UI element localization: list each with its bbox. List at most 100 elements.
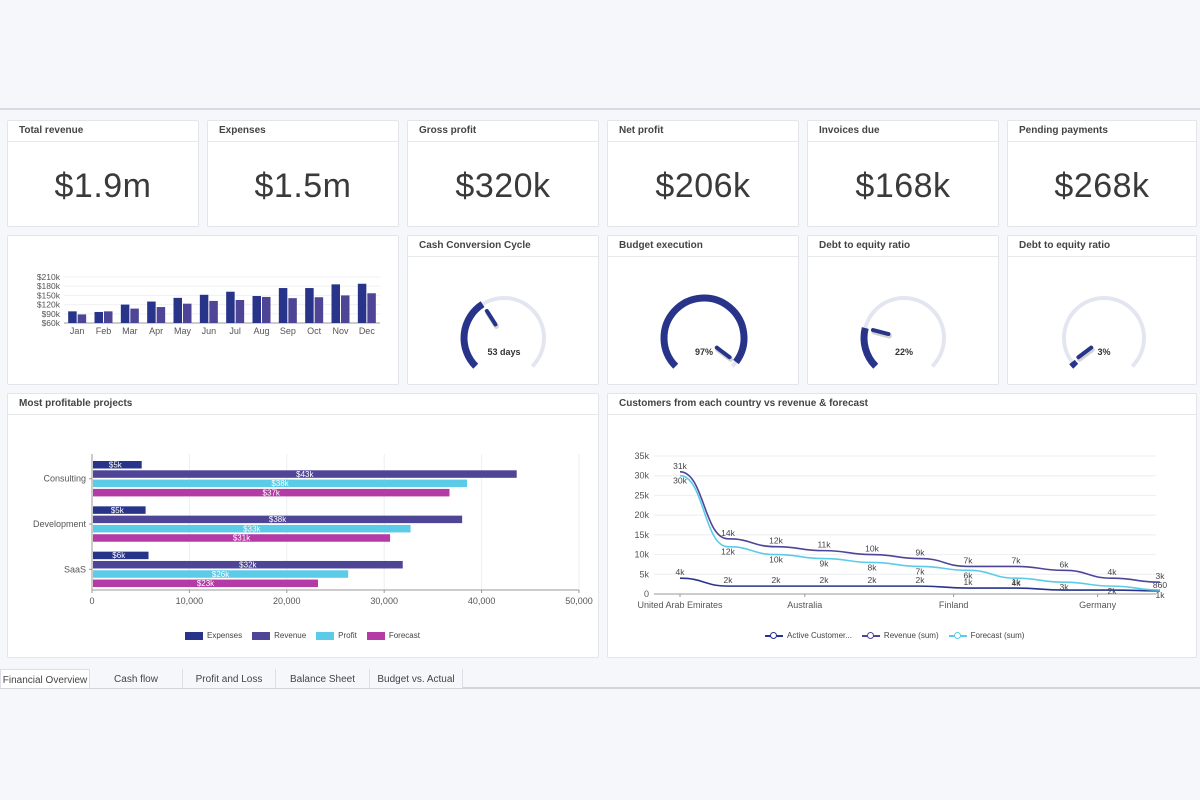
y-tick-label: 5k (639, 569, 649, 579)
bar-data-label: $38k (271, 479, 289, 488)
bar-data-label: $5k (111, 506, 125, 515)
y-tick-label: $210k (37, 272, 61, 282)
x-tick-label: United Arab Emirates (637, 600, 723, 610)
point-data-label: 3k (1060, 582, 1070, 592)
kpi-title: Expenses (208, 121, 398, 142)
bar-revenue (93, 470, 517, 478)
legend-label: Forecast (388, 631, 420, 640)
y-tick-label: Development (33, 519, 87, 529)
bar-expenses (93, 461, 142, 469)
legend-item-forecast[interactable]: Forecast (366, 631, 420, 640)
gauge-card-debt-to-equity: Debt to equity ratio 22% (807, 235, 999, 385)
point-data-label: 11k (817, 540, 831, 550)
bar-profit (93, 524, 411, 533)
series-line-0 (679, 577, 1161, 592)
bar-series-a (252, 296, 261, 323)
top-header-band (0, 0, 1200, 110)
bar-data-label: $38k (269, 515, 287, 524)
y-tick-label: 10k (634, 550, 649, 560)
gauge-card-cash-conversion-cycle: Cash Conversion Cycle 53 days (407, 235, 599, 385)
tab-cash-flow[interactable]: Cash flow (90, 669, 183, 688)
kpi-title: Total revenue (8, 121, 198, 142)
point-data-label: 1k (964, 577, 974, 587)
legend-item-revenue-sum[interactable]: Revenue (sum) (861, 631, 939, 640)
gauge-title: Debt to equity ratio (808, 236, 998, 257)
legend-line-icon (765, 632, 783, 640)
gauge-debt-to-equity-2: 3% (1062, 296, 1146, 369)
kpi-value: $1.5m (254, 167, 352, 205)
y-tick-label: 20k (634, 510, 649, 520)
point-data-label: 2k (916, 575, 926, 585)
gauge-value-label: 53 days (487, 347, 520, 357)
projects-bar-chart: 0 10,000 20,000 30,000 40,000 50,000 $5k $43k $3… (33, 454, 593, 606)
projects-legend: Expenses Revenue Profit Forecast (185, 631, 420, 640)
bar-forecast (93, 579, 318, 588)
legend-item-active-customers[interactable]: Active Customer... (765, 631, 852, 640)
x-tick-label: 0 (89, 596, 94, 606)
gauge-budget-execution: 97% (660, 294, 748, 369)
x-tick-label: Jan (70, 326, 85, 336)
x-tick-label: Nov (332, 326, 349, 336)
gauge-card-debt-to-equity-2: Debt to equity ratio 3% (1007, 235, 1197, 385)
y-tick-label: $180k (37, 281, 61, 291)
bar-forecast (93, 534, 391, 542)
y-tick-label: Consulting (43, 474, 86, 484)
gauge-value-arc (1069, 359, 1079, 369)
bar-series-b (235, 300, 245, 323)
legend-item-revenue[interactable]: Revenue (252, 631, 306, 640)
bar-series-a (147, 301, 156, 323)
kpi-title: Net profit (608, 121, 798, 142)
x-tick-label: Apr (149, 326, 163, 336)
tab-budget-vs-actual[interactable]: Budget vs. Actual (370, 669, 463, 688)
kpi-card-pending-payments: Pending payments $268k (1007, 120, 1197, 227)
point-data-label: 1k (1156, 590, 1166, 600)
gauge-title: Budget execution (608, 236, 798, 257)
y-tick-label: $90k (42, 309, 61, 319)
bar-revenue (93, 560, 403, 569)
point-data-label: 4k (1108, 567, 1118, 577)
kpi-value: $268k (1054, 167, 1150, 205)
x-tick-label: Jul (229, 326, 241, 336)
legend-item-expenses[interactable]: Expenses (185, 631, 242, 640)
kpi-card-invoices-due: Invoices due $168k (807, 120, 999, 227)
tab-profit-and-loss[interactable]: Profit and Loss (183, 669, 276, 688)
point-data-label: 2k (868, 575, 878, 585)
gauge-needle (714, 345, 732, 360)
bar-series-a (357, 283, 367, 323)
x-tick-label: Oct (307, 326, 322, 336)
x-tick-label: Jun (202, 326, 217, 336)
legend-line-icon (948, 632, 967, 640)
legend-label: Forecast (sum) (970, 631, 1025, 640)
x-tick-label: May (174, 326, 192, 336)
bar-data-label: $5k (109, 461, 123, 470)
legend-item-profit[interactable]: Profit (316, 631, 357, 640)
monthly-bar-chart-card: $210k $180k $150k $120k $90k $60k Jan Feb Mar Apr… (7, 235, 399, 385)
report-tabs: Financial Overview Cash flow Profit and … (0, 669, 1200, 689)
y-tick-label: $150k (37, 290, 61, 300)
most-profitable-projects-card: Most profitable projects 0 10,000 20,000 30… (7, 393, 599, 658)
tab-financial-overview[interactable]: Financial Overview (0, 669, 90, 688)
tab-balance-sheet[interactable]: Balance Sheet (276, 669, 370, 688)
y-tick-label: 25k (634, 490, 649, 500)
customers-chart-title: Customers from each country vs revenue &… (608, 394, 1196, 415)
x-tick-label: Feb (96, 326, 112, 336)
gauge-value-label: 22% (895, 347, 913, 357)
gauge-debt-to-equity: 22% (860, 296, 946, 369)
bar-data-label: $43k (296, 470, 314, 479)
bar-data-label: $37k (263, 488, 281, 497)
y-tick-label: 15k (634, 530, 649, 540)
x-tick-label: 50,000 (565, 596, 593, 606)
kpi-value: $168k (855, 167, 951, 205)
kpi-card-expenses: Expenses $1.5m (207, 120, 399, 227)
gauge-card-budget-execution: Budget execution 97% (607, 235, 799, 385)
bar-revenue (93, 515, 463, 524)
bar-series-a (173, 297, 182, 323)
x-tick-label: Dec (359, 326, 376, 336)
bar-expenses (93, 551, 149, 560)
y-tick-label: SaaS (64, 564, 86, 574)
legend-item-forecast-sum[interactable]: Forecast (sum) (948, 631, 1025, 640)
gauge-needle-shadow (1076, 347, 1095, 362)
bar-series-b (288, 298, 297, 323)
point-data-label: 7k (1012, 555, 1022, 565)
x-tick-label: Aug (253, 326, 269, 336)
